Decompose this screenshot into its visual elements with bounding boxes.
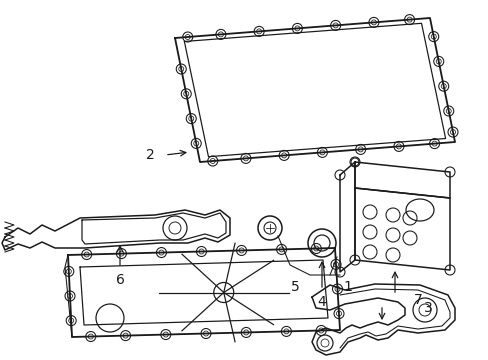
Text: 4: 4 — [317, 295, 325, 309]
Text: 7: 7 — [413, 293, 422, 307]
Text: 5: 5 — [290, 280, 299, 294]
Text: 1: 1 — [343, 280, 352, 294]
Text: 3: 3 — [423, 301, 431, 315]
Text: 6: 6 — [115, 273, 124, 287]
Text: 2: 2 — [146, 148, 155, 162]
